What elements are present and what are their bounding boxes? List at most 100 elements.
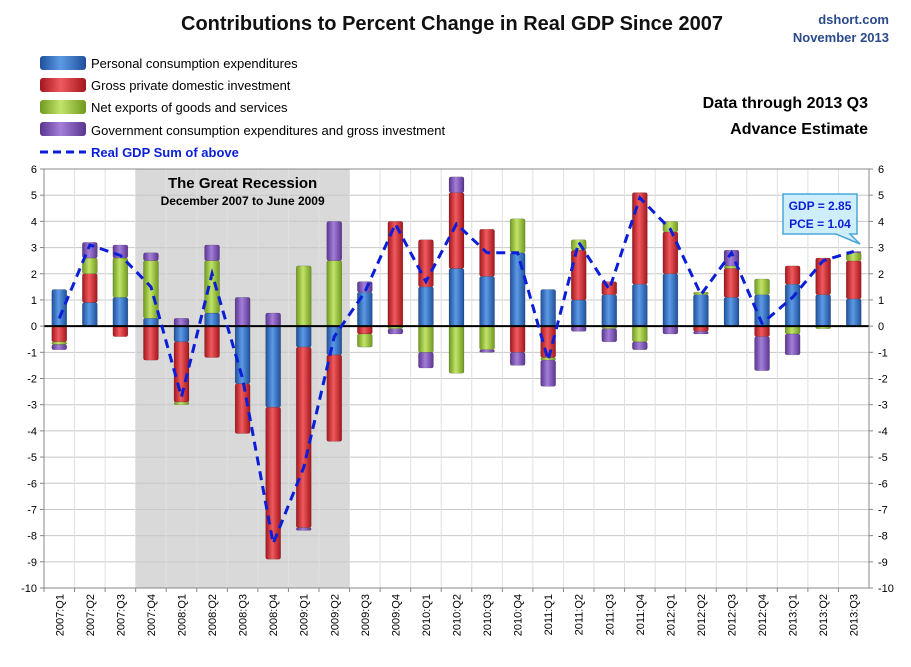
bar-investment-2007-q4 [143, 325, 159, 361]
bar-investment-2012-q3 [723, 268, 740, 298]
x-tick-label: 2010:Q3 [482, 594, 494, 636]
y-tick-label-left: -7 [27, 504, 37, 516]
bar-government-2008-q3 [234, 297, 251, 327]
y-tick-label-right: 1 [878, 295, 884, 307]
y-tick-label-right: 0 [878, 321, 884, 333]
x-tick-label: 2009:Q1 [299, 594, 311, 636]
legend-label-gdp-line: Real GDP Sum of above [91, 145, 239, 160]
bar-pce-2008-q4 [265, 325, 281, 408]
recession-dates: December 2007 to June 2009 [161, 194, 325, 208]
date-label: November 2013 [793, 30, 889, 45]
y-tick-label-left: -5 [27, 452, 37, 464]
bar-government-2008-q4 [265, 312, 281, 327]
bar-pce-2010-q2 [448, 268, 465, 327]
bar-investment-2013-q1 [784, 265, 801, 285]
bar-investment-2013-q3 [845, 260, 862, 300]
data-through-note: Data through 2013 Q3 [703, 95, 868, 112]
y-tick-label-left: -1 [27, 347, 37, 359]
callout-pce: PCE = 1.04 [789, 217, 851, 231]
bar-net-exports-2010-q4 [509, 218, 526, 254]
bar-pce-2010-q3 [479, 276, 495, 327]
bar-government-2009-q1 [295, 527, 312, 531]
x-tick-label: 2009:Q3 [360, 594, 372, 636]
y-tick-label-right: -7 [878, 504, 888, 516]
bar-pce-2008-q2 [204, 312, 220, 327]
x-tick-label: 2008:Q2 [207, 594, 219, 636]
x-tick-label: 2012:Q2 [696, 594, 708, 636]
bar-investment-2009-q2 [326, 354, 343, 442]
bar-investment-2010-q1 [418, 239, 434, 288]
legend-swatch-government [40, 122, 86, 136]
bar-investment-2008-q3 [234, 383, 251, 434]
bar-government-2013-q1 [784, 333, 801, 356]
bar-net-exports-2010-q3 [479, 325, 495, 350]
x-tick-label: 2008:Q4 [268, 594, 280, 636]
x-tick-label: 2013:Q3 [849, 594, 861, 636]
callout-gdp: GDP = 2.85 [789, 199, 852, 213]
plot-frame [43, 168, 870, 589]
bar-government-2009-q4 [387, 328, 404, 335]
y-tick-label-right: -5 [878, 452, 888, 464]
y-tick-label-left: -9 [27, 557, 37, 569]
x-tick-label: 2011:Q3 [604, 594, 616, 635]
legend-label-government: Government consumption expenditures and … [91, 123, 445, 138]
recession-title: The Great Recession [168, 175, 317, 192]
y-tick-label-right: -4 [878, 426, 888, 438]
bar-pce-2011-q1 [540, 289, 556, 327]
bar-net-exports-2012-q4 [754, 278, 770, 295]
bar-pce-2012-q1 [662, 273, 679, 327]
bar-pce-2007-q4 [143, 318, 159, 327]
real-gdp-dashed-line [57, 194, 855, 549]
y-tick-label-right: -2 [878, 374, 888, 386]
bar-net-exports-2009-q1 [295, 265, 312, 327]
gdp-pce-callout: GDP = 2.85 PCE = 1.04 [782, 193, 861, 245]
bar-government-2011-q1 [540, 359, 556, 387]
callout-box [782, 193, 861, 245]
y-tick-label-right: -9 [878, 557, 888, 569]
y-tick-label-left: 2 [31, 269, 37, 281]
x-tick-label: 2008:Q1 [177, 594, 189, 636]
legend-swatch-pce [40, 56, 86, 70]
x-tick-label: 2012:Q3 [727, 594, 739, 636]
bar-pce-2013-q2 [815, 294, 831, 327]
bar-pce-2010-q4 [509, 252, 526, 327]
y-tick-label-left: -8 [27, 531, 37, 543]
x-tick-label: 2009:Q2 [329, 594, 341, 636]
x-axis: 2007:Q1 2007:Q2 2007:Q3 2007:Q4 2008:Q1 2008:… [43, 588, 861, 636]
bar-net-exports-2007-q3 [112, 257, 129, 298]
bar-investment-2011-q4 [632, 192, 648, 285]
x-tick-label: 2010:Q2 [452, 594, 464, 636]
y-tick-label-right: 5 [878, 190, 884, 202]
bar-pce-2008-q1 [173, 325, 190, 343]
bar-government-2010-q2 [448, 176, 465, 193]
x-tick-label: 2007:Q4 [146, 594, 158, 636]
x-tick-label: 2008:Q3 [238, 594, 250, 636]
bar-pce-2011-q2 [570, 299, 587, 327]
y-tick-label-right: -3 [878, 400, 888, 412]
y-tick-label-right: -8 [878, 531, 888, 543]
bar-pce-2013-q3 [845, 298, 862, 327]
legend-swatch-net-exports [40, 100, 86, 114]
y-tick-label-right: -1 [878, 347, 888, 359]
bar-government-2007-q4 [143, 252, 159, 261]
bar-investment-2012-q4 [754, 325, 770, 337]
bar-government-2010-q1 [418, 352, 434, 369]
y-tick-label-right: -6 [878, 478, 888, 490]
x-tick-label: 2007:Q1 [54, 594, 66, 636]
bar-investment-2010-q4 [509, 325, 526, 353]
y-tick-label-right: 4 [878, 216, 884, 228]
bar-government-2008-q2 [204, 244, 220, 261]
bar-government-2012-q4 [754, 336, 770, 371]
x-tick-label: 2010:Q4 [513, 594, 525, 636]
y-tick-label-left: 1 [31, 295, 37, 307]
bar-pce-2007-q3 [112, 297, 129, 327]
x-tick-label: 2007:Q3 [115, 594, 127, 636]
y-tick-label-right: 3 [878, 243, 884, 255]
bar-government-2012-q2 [693, 331, 709, 335]
x-tick-label: 2007:Q2 [85, 594, 97, 636]
x-tick-label: 2012:Q4 [757, 594, 769, 636]
bar-net-exports-2009-q2 [326, 260, 343, 327]
legend-label-investment: Gross private domestic investment [91, 78, 291, 93]
